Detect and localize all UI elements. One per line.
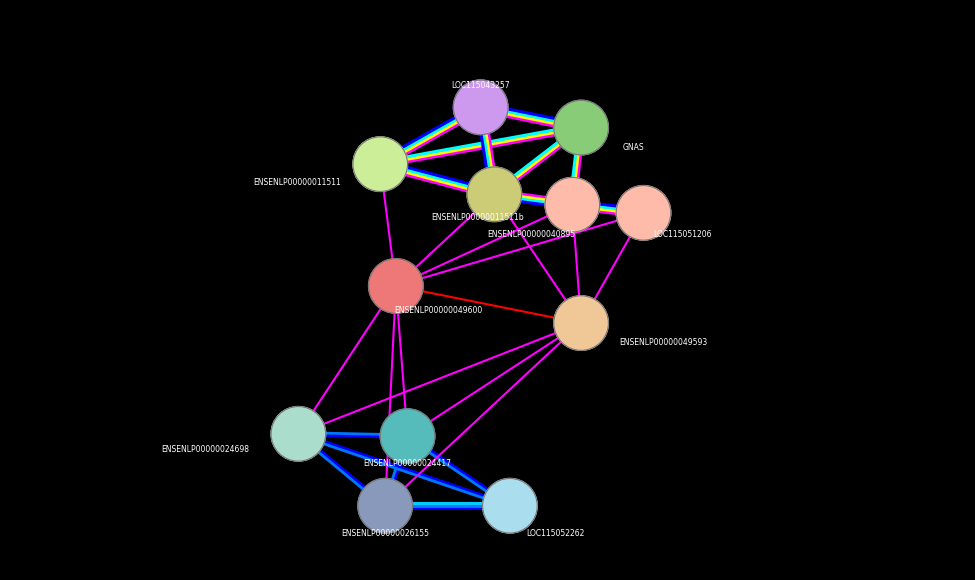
Circle shape bbox=[554, 100, 608, 155]
Circle shape bbox=[380, 409, 435, 463]
Circle shape bbox=[453, 80, 508, 135]
Circle shape bbox=[353, 137, 408, 191]
Circle shape bbox=[467, 167, 522, 222]
Text: ENSENLP00000011511b: ENSENLP00000011511b bbox=[431, 213, 525, 222]
Circle shape bbox=[483, 478, 537, 533]
Text: ENSENLP00000011511: ENSENLP00000011511 bbox=[254, 178, 341, 187]
Circle shape bbox=[271, 407, 326, 461]
Text: LOC115052262: LOC115052262 bbox=[526, 529, 585, 538]
Circle shape bbox=[369, 259, 423, 313]
Text: LOC115043257: LOC115043257 bbox=[451, 81, 510, 90]
Text: ENSENLP00000024698: ENSENLP00000024698 bbox=[161, 445, 249, 454]
Text: ENSENLP00000024417: ENSENLP00000024417 bbox=[364, 459, 451, 469]
Text: GNAS: GNAS bbox=[623, 143, 644, 153]
Circle shape bbox=[616, 186, 671, 240]
Circle shape bbox=[358, 478, 412, 533]
Text: ENSENLP00000049600: ENSENLP00000049600 bbox=[395, 306, 483, 315]
Text: ENSENLP00000040895: ENSENLP00000040895 bbox=[488, 230, 575, 240]
Text: LOC115051206: LOC115051206 bbox=[653, 230, 712, 240]
Text: ENSENLP00000049593: ENSENLP00000049593 bbox=[619, 338, 707, 347]
Circle shape bbox=[554, 296, 608, 350]
Text: ENSENLP00000026155: ENSENLP00000026155 bbox=[341, 529, 429, 538]
Circle shape bbox=[545, 177, 600, 232]
